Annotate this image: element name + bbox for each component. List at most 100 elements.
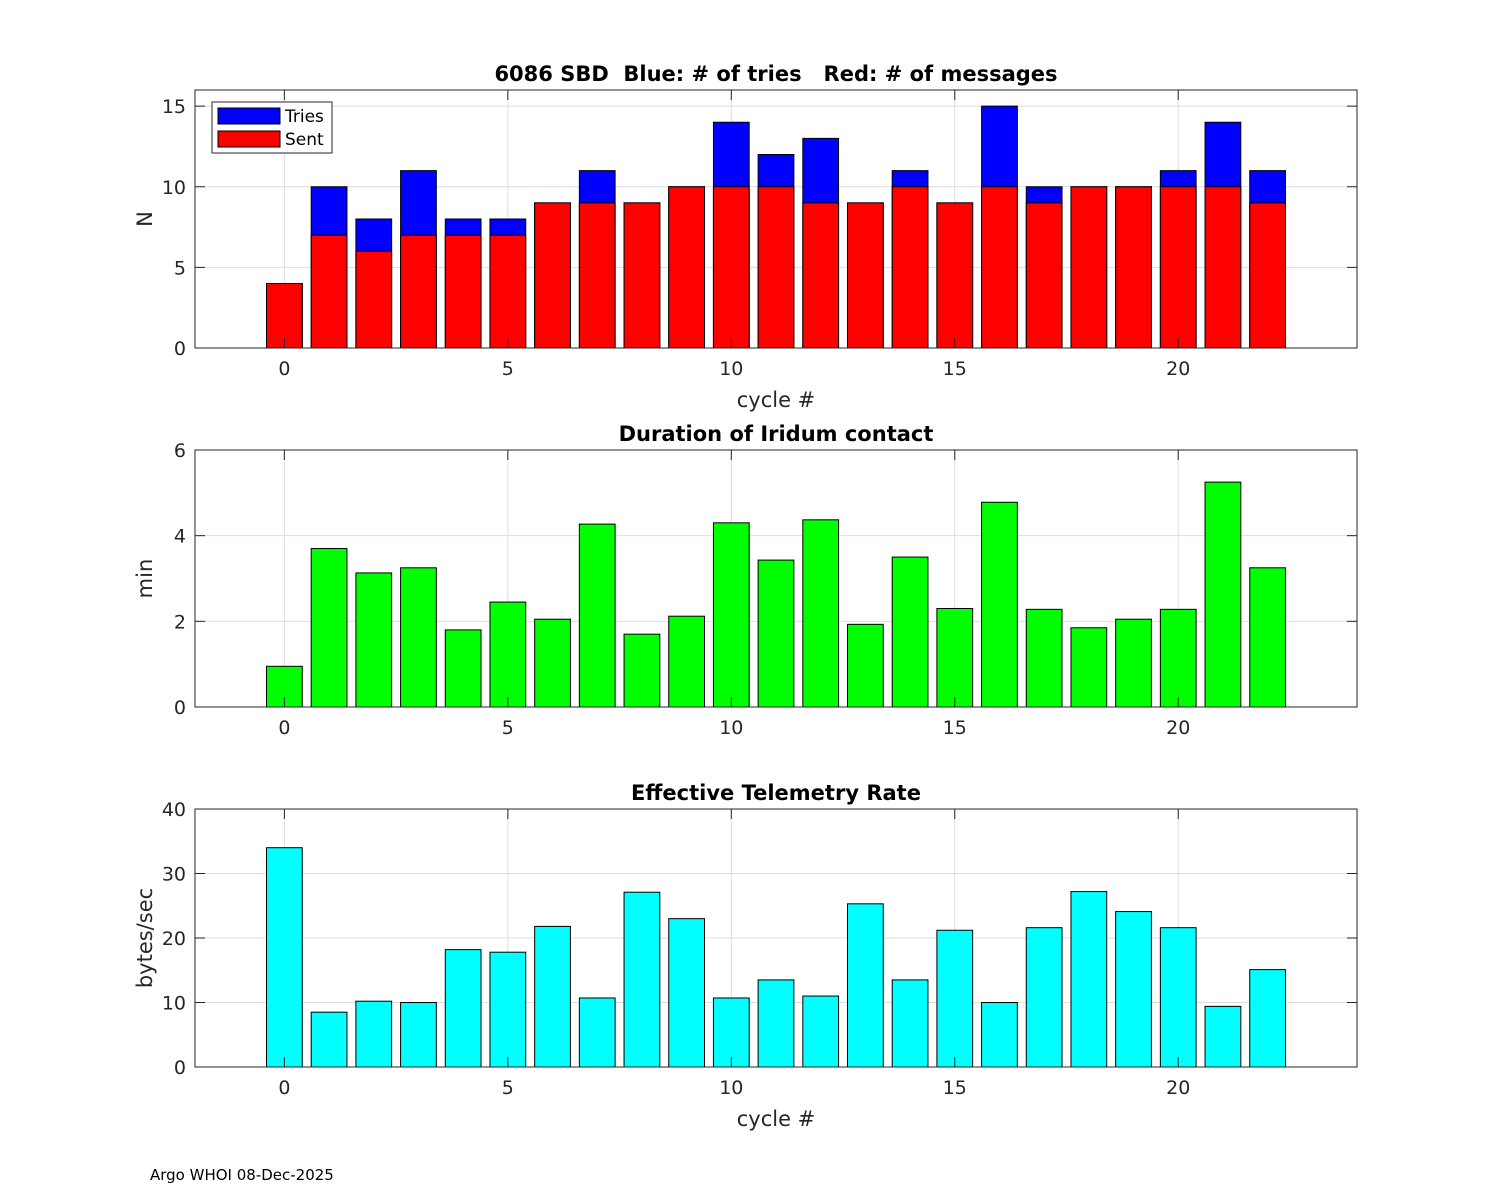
y-tick-label: 30	[162, 864, 186, 886]
bar-rate-1	[310, 1011, 348, 1068]
bar-duration-12	[802, 519, 840, 708]
bar-rate-10	[712, 997, 750, 1068]
bar-duration-5	[489, 601, 527, 708]
bar-sent-0	[266, 283, 303, 349]
bar-duration-4	[444, 629, 482, 708]
bar-sent-22	[1249, 202, 1286, 349]
bar-rate-15	[936, 929, 974, 1068]
bar-rate-16	[981, 1002, 1018, 1068]
bar-sent-17	[1025, 202, 1063, 349]
bar-duration-22	[1249, 567, 1286, 708]
bar-duration-19	[1115, 618, 1152, 708]
legend-swatch-tries	[217, 107, 281, 125]
legend-swatch-sent	[217, 130, 281, 148]
footer-label: Argo WHOI 08-Dec-2025	[150, 1166, 334, 1184]
bar-duration-15	[936, 607, 974, 708]
x-tick-label: 5	[502, 1077, 514, 1099]
bar-sent-3	[400, 234, 437, 349]
x-tick-label: 5	[502, 717, 514, 739]
chart-title: Effective Telemetry Rate	[631, 781, 921, 805]
bar-duration-20	[1159, 608, 1197, 708]
axes-box	[194, 449, 1358, 708]
y-tick-label: 0	[174, 1057, 186, 1079]
bar-sent-1	[310, 234, 348, 349]
axes-box	[194, 89, 1358, 349]
bar-rate-12	[802, 995, 840, 1068]
y-axis-label: bytes/sec	[133, 888, 157, 988]
bar-rate-7	[578, 997, 616, 1068]
bar-sent-12	[802, 202, 840, 349]
bar-rate-9	[668, 918, 705, 1068]
y-tick-label: 10	[162, 993, 186, 1015]
bar-sent-6	[534, 202, 571, 349]
x-tick-label: 15	[943, 1077, 967, 1099]
bar-rate-0	[266, 847, 303, 1068]
bar-sent-11	[757, 186, 795, 349]
x-axis-label: cycle #	[737, 1107, 816, 1131]
bar-duration-7	[578, 523, 616, 708]
y-tick-label: 0	[174, 697, 186, 719]
y-tick-label: 2	[174, 611, 186, 633]
x-tick-label: 0	[278, 717, 290, 739]
bar-duration-18	[1070, 627, 1108, 708]
bar-duration-14	[891, 556, 929, 708]
legend-label-sent: Sent	[285, 130, 324, 150]
bar-sent-14	[891, 186, 929, 349]
bar-sent-2	[355, 250, 393, 349]
bar-duration-2	[355, 572, 393, 708]
bar-duration-8	[623, 633, 661, 708]
bar-sent-19	[1115, 186, 1152, 349]
bar-rate-20	[1159, 927, 1197, 1068]
chart-3: 0 5 10 15 20 0 10 20 30 40 Effective Telemetry Rat…	[133, 781, 1358, 1131]
y-tick-label: 5	[174, 257, 186, 279]
x-tick-label: 20	[1166, 1077, 1190, 1099]
bar-sent-20	[1159, 186, 1197, 349]
bar-duration-3	[400, 567, 437, 708]
bar-sent-7	[578, 202, 616, 349]
x-tick-label: 0	[278, 1077, 290, 1099]
bar-rate-18	[1070, 891, 1108, 1068]
x-tick-label: 0	[278, 358, 290, 380]
x-tick-label: 20	[1166, 358, 1190, 380]
bar-sent-9	[668, 186, 705, 349]
y-tick-label: 0	[174, 338, 186, 360]
bar-duration-1	[310, 548, 348, 708]
x-tick-label: 10	[719, 717, 743, 739]
bar-rate-14	[891, 979, 929, 1068]
legend-label-tries: Tries	[284, 107, 324, 127]
y-tick-label: 6	[174, 440, 186, 462]
x-tick-label: 10	[719, 1077, 743, 1099]
y-tick-label: 40	[162, 799, 186, 821]
x-axis-label: cycle #	[737, 388, 816, 412]
bar-sent-21	[1204, 186, 1242, 349]
bar-sent-18	[1070, 186, 1108, 349]
x-tick-label: 15	[943, 717, 967, 739]
y-tick-label: 20	[162, 928, 186, 950]
x-tick-label: 15	[943, 358, 967, 380]
chart-title: Duration of Iridum contact	[619, 422, 934, 446]
bar-sent-8	[623, 202, 661, 349]
bar-rate-4	[444, 949, 482, 1068]
bar-sent-5	[489, 234, 527, 349]
bar-rate-3	[400, 1002, 437, 1068]
bar-duration-9	[668, 615, 705, 708]
y-tick-label: 10	[162, 177, 186, 199]
bar-rate-19	[1115, 911, 1152, 1068]
bar-sent-10	[712, 186, 750, 349]
bar-duration-21	[1204, 481, 1242, 708]
bar-duration-16	[981, 501, 1018, 708]
bar-duration-6	[534, 618, 571, 708]
legend: Tries Sent	[211, 101, 333, 154]
x-tick-label: 5	[502, 358, 514, 380]
bar-rate-5	[489, 951, 527, 1068]
bar-duration-10	[712, 522, 750, 708]
y-axis-label: min	[133, 559, 157, 599]
bar-rate-17	[1025, 927, 1063, 1068]
x-tick-label: 10	[719, 358, 743, 380]
y-tick-label: 4	[174, 526, 186, 548]
bar-duration-11	[757, 559, 795, 708]
chart-2: 0 5 10 15 20 0 2 4 6 Duration of Iridum contact mi…	[133, 422, 1358, 739]
y-axis-label: N	[133, 211, 157, 227]
bar-duration-17	[1025, 608, 1063, 708]
